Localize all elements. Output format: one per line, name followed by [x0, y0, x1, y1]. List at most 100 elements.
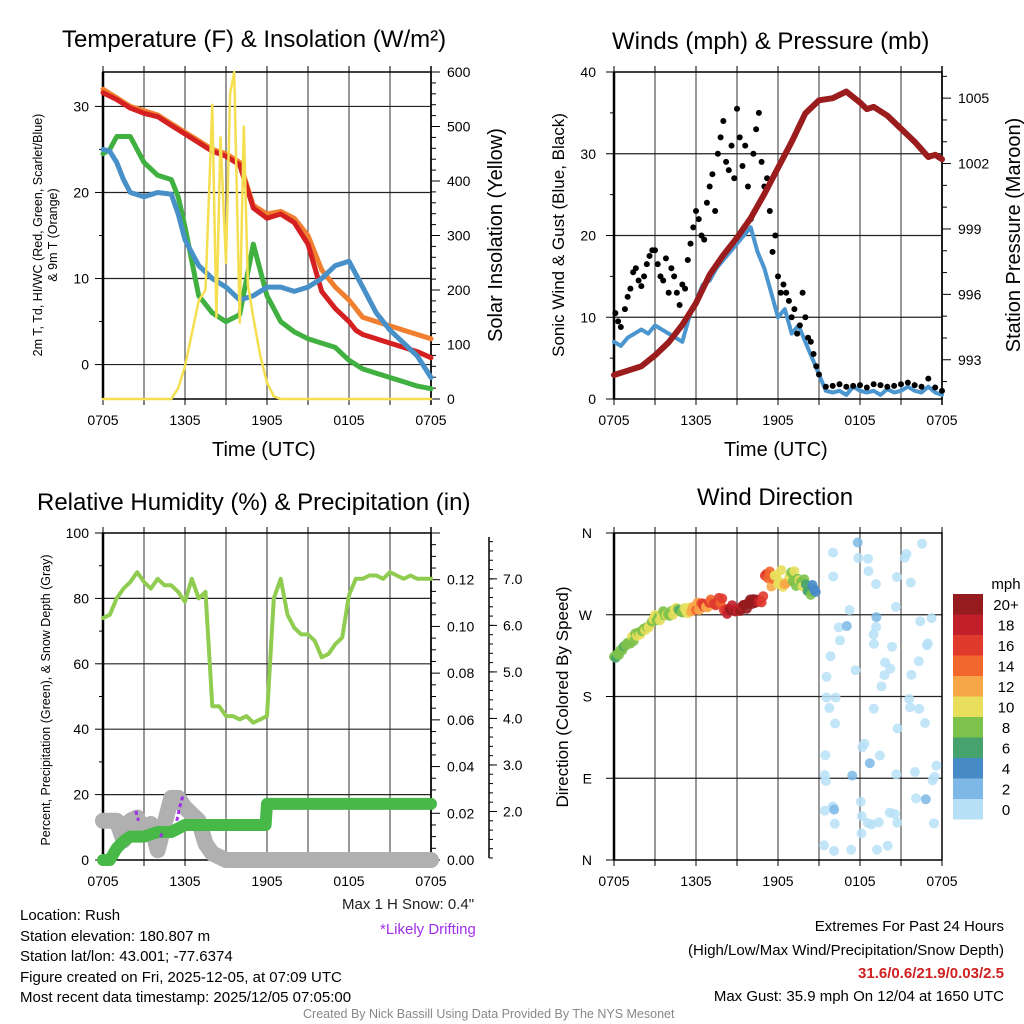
wind-direction-point [829, 845, 840, 856]
gust-point [772, 232, 779, 239]
wind-direction-point [921, 640, 932, 651]
gust-point [671, 273, 678, 280]
y-tick-label: 20 [73, 184, 89, 200]
series-2m-t [100, 90, 434, 361]
x-tick-label: 0705 [87, 873, 118, 889]
gust-point [627, 285, 634, 292]
legend-swatch [953, 799, 983, 820]
y-tick-label: 40 [580, 64, 596, 80]
precip-tick-label: 0.06 [447, 712, 474, 728]
snow-tick-label: 6.0 [503, 617, 523, 633]
gust-point [850, 382, 857, 389]
wind-direction-point [863, 553, 874, 564]
wind-direction-point [891, 572, 902, 583]
wind-direction-point [931, 760, 942, 771]
legend-label: 14 [998, 659, 1015, 676]
legend-label: 6 [1002, 741, 1010, 758]
gust-point [632, 265, 639, 272]
wind-direction-point [868, 638, 879, 649]
x-tick-label: 0105 [333, 873, 364, 889]
gust-point [673, 289, 680, 296]
wind-direction-point [871, 844, 882, 855]
y2-tick-label: 100 [447, 337, 471, 353]
y2-tick-label: 300 [447, 228, 471, 244]
wind-direction-point [829, 804, 840, 815]
gust-point [802, 314, 809, 321]
wind-direction-point [821, 671, 832, 682]
wind-direction-point [846, 844, 857, 855]
y2-tick-label: 400 [447, 173, 471, 189]
y-tick-label: E [583, 770, 592, 786]
wind-direction-point [917, 538, 928, 549]
wind-direction-point [873, 817, 884, 828]
y2-axis-label: Solar Insolation (Yellow) [485, 128, 507, 342]
latlon-text: Station lat/lon: 43.001; -77.6374 [20, 948, 233, 965]
gust-point [703, 199, 710, 206]
wind-direction-point [889, 809, 900, 820]
y2-axis-label: Station Pressure (Maroon) [1003, 118, 1024, 353]
y-tick-label: 0 [588, 391, 596, 407]
gust-point [791, 306, 798, 313]
gust-point [780, 281, 787, 288]
elevation-text: Station elevation: 180.807 m [20, 927, 211, 945]
wind-direction-point [859, 738, 870, 749]
x-tick-label: 1905 [762, 412, 793, 428]
gust-point [615, 318, 622, 325]
gust-point [693, 207, 699, 214]
gust-point [870, 381, 877, 388]
wind-direction-point [776, 565, 787, 576]
wind-direction-point [892, 817, 903, 828]
wind-direction-point [905, 702, 916, 713]
wind-direction-point [844, 605, 855, 616]
wind-direction-point [926, 613, 937, 624]
gust-point [706, 183, 713, 190]
gust-point [662, 255, 669, 262]
gust-point [766, 207, 773, 214]
wind-direction-point [868, 629, 879, 640]
gust-point [932, 384, 939, 391]
drifting-label: *Likely Drifting [380, 921, 476, 938]
x-tick-label: 1305 [169, 873, 200, 889]
y2-tick-label: 600 [447, 64, 471, 80]
gust-point [810, 351, 817, 358]
wind-direction-point [717, 593, 728, 604]
legend-label: 2 [1002, 782, 1010, 799]
y-tick-label: 60 [73, 656, 89, 672]
y2-tick-label: 200 [447, 282, 471, 298]
y2-tick-label: 999 [958, 221, 982, 237]
gust-point [734, 105, 740, 112]
gust-point [794, 330, 801, 337]
y-tick-label: 10 [73, 271, 89, 287]
wind-direction-point [864, 758, 875, 769]
gust-point [695, 216, 702, 223]
y-axis-label: 2m T, Td, HI/WC (Red, Green, Scarlet/Blu… [31, 114, 45, 357]
precip-tick-label: 0.00 [447, 852, 474, 868]
y2-tick-label: 996 [958, 286, 982, 302]
y2-tick-label: 1002 [958, 156, 989, 172]
y-tick-label: 20 [73, 787, 89, 803]
wind-direction-point [906, 669, 917, 680]
wind-direction-point [852, 537, 863, 548]
gust-point [654, 261, 661, 268]
gust-point [641, 273, 648, 280]
wind-direction-point [828, 571, 839, 582]
gust-point [690, 224, 697, 231]
x-tick-label: 1905 [251, 412, 282, 428]
gust-point [624, 293, 631, 300]
legend-label: 0 [1002, 802, 1010, 819]
x-tick-label: 1905 [251, 873, 282, 889]
x-tick-label: 0705 [926, 873, 957, 889]
wind-direction-point [914, 703, 925, 714]
gust-point [799, 289, 806, 296]
wind-direction-point [882, 840, 893, 851]
drifting-marker [159, 830, 165, 838]
gust-point [816, 371, 822, 378]
legend-swatch [953, 758, 983, 779]
gust-point [725, 167, 732, 174]
wind-direction-point [830, 692, 841, 703]
wind-direction-point [862, 817, 873, 828]
y-axis-label: Direction (Colored By Speed) [553, 586, 572, 807]
gust-point [676, 301, 683, 308]
gust-point [731, 175, 738, 182]
